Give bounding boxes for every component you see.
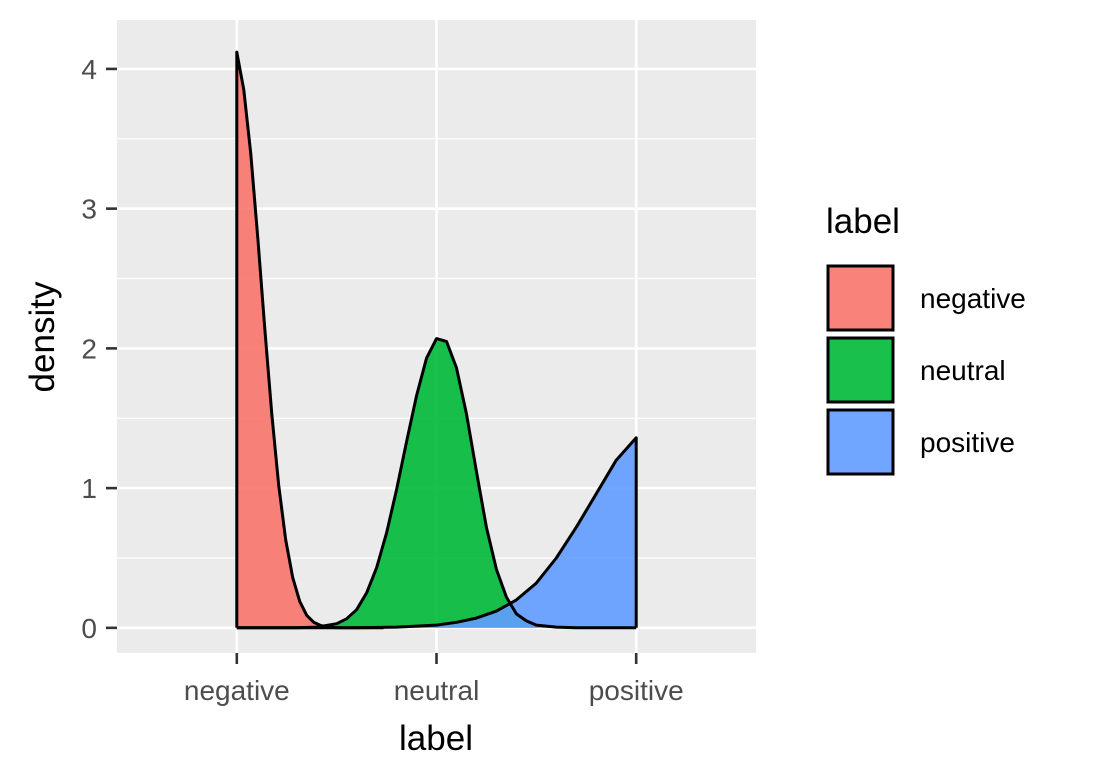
legend-key-positive [826, 408, 895, 476]
y-tick-label: 3 [81, 194, 97, 225]
density-series [235, 50, 638, 630]
legend-label-positive: positive [920, 427, 1015, 458]
legend-key-neutral [826, 336, 895, 404]
y-tick-label: 2 [81, 333, 97, 364]
legend-label-neutral: neutral [920, 355, 1006, 386]
axes: 0 1 2 3 4 negative neutral positive [81, 54, 683, 706]
x-tick-label-positive: positive [589, 675, 684, 706]
density-outline-positive [236, 436, 638, 630]
y-tick-label: 4 [81, 54, 97, 85]
legend-title: label [826, 202, 900, 241]
y-axis-title: density [23, 281, 62, 392]
y-tick-label: 1 [81, 473, 97, 504]
legend-key-negative [826, 264, 895, 332]
legend: label negative neutral positive [826, 202, 1026, 476]
y-tick-label: 0 [81, 613, 97, 644]
legend-label-negative: negative [920, 283, 1026, 314]
density-outline-neutral [236, 337, 637, 630]
density-area-positive [236, 437, 637, 628]
x-axis-title: label [399, 719, 473, 758]
x-tick-label-neutral: neutral [394, 675, 480, 706]
x-tick-label-negative: negative [184, 675, 290, 706]
density-area-neutral [236, 338, 637, 628]
density-area-negative [236, 52, 384, 628]
